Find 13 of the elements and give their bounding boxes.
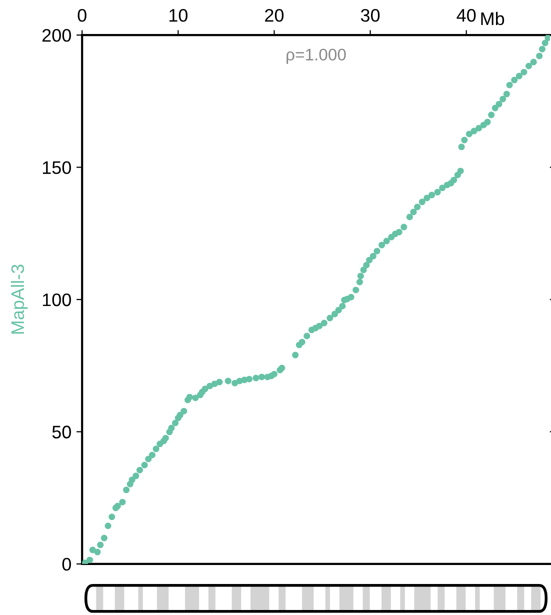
y-tick-label: 100 (42, 293, 71, 306)
annotation: ρ=1.000 (286, 48, 346, 64)
x-tick-label: 20 (265, 8, 284, 22)
y-tick-label: 50 (52, 426, 71, 438)
x-axis-title: Mb (481, 12, 504, 26)
y-tick-label: 0 (62, 558, 71, 571)
x-tick-label: 0 (78, 8, 86, 22)
x-tick-label: 10 (169, 8, 188, 22)
y-tick-label: 200 (42, 28, 71, 42)
x-tick-label: 40 (456, 8, 476, 22)
y-axis-title: MapAll-3 (10, 264, 28, 334)
x-tick-label: 30 (360, 8, 380, 22)
y-tick-label: 150 (42, 161, 71, 174)
